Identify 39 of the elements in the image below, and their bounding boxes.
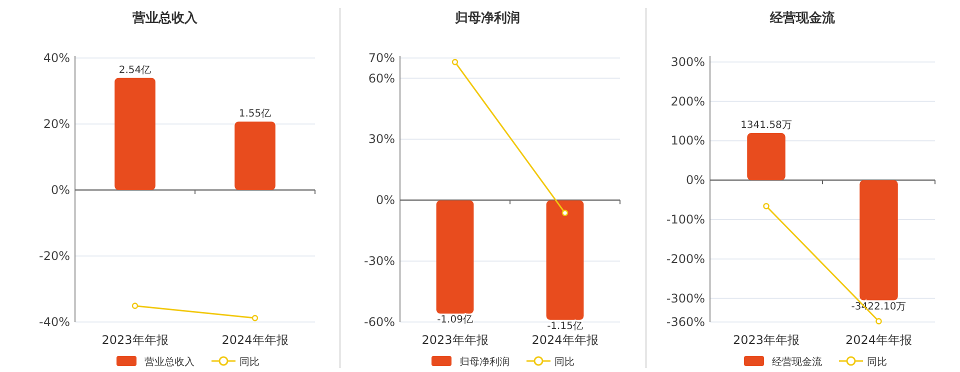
y-tick-label: 70% [368, 51, 395, 65]
data-label: 2.54亿 [118, 64, 152, 76]
data-label: 1.55亿 [238, 108, 272, 120]
chart-title: 营业总收入 [132, 10, 198, 26]
chart-title: 经营现金流 [769, 10, 836, 26]
x-tick-label: 2023年年报 [102, 333, 168, 347]
y-tick-label: 60% [368, 71, 395, 86]
x-tick-label: 2023年年报 [732, 333, 800, 347]
legend-label: 经营现金流 [772, 356, 822, 368]
legend-label: 同比 [867, 356, 887, 368]
y-tick-label: 40% [43, 51, 70, 65]
x-tick-label: 2023年年报 [422, 333, 488, 347]
y-tick-label: -300% [666, 291, 705, 306]
x-tick-label: 2024年年报 [845, 333, 912, 347]
y-tick-label: 0% [686, 173, 705, 188]
legend-label: 营业总收入 [144, 356, 194, 368]
legend-label: 同比 [554, 356, 574, 368]
y-tick-label: 20% [43, 117, 70, 131]
y-tick-label: 200% [670, 94, 705, 108]
y-tick-label: 300% [670, 54, 705, 69]
y-tick-label: -40% [38, 315, 70, 329]
data-label: -1.15亿 [547, 320, 583, 332]
y-tick-label: -360% [666, 315, 705, 329]
y-tick-label: -30% [364, 254, 395, 268]
y-tick-label: -100% [666, 212, 705, 227]
y-tick-label: 0% [376, 193, 395, 208]
legend-label: 归母净利润 [460, 356, 510, 368]
y-tick-label: -200% [666, 252, 705, 266]
y-tick-label: -60% [364, 315, 395, 329]
y-tick-label: 0% [50, 183, 70, 197]
chart-title: 归母净利润 [454, 10, 520, 26]
x-tick-label: 2024年年报 [222, 333, 288, 347]
y-tick-label: -20% [38, 249, 70, 263]
x-tick-label: 2024年年报 [532, 333, 598, 347]
legend-label: 同比 [240, 356, 260, 368]
y-tick-label: 30% [368, 132, 395, 146]
data-label: 1341.58万 [740, 120, 792, 132]
y-tick-label: 100% [670, 134, 705, 148]
data-label: -1.09亿 [437, 314, 473, 326]
